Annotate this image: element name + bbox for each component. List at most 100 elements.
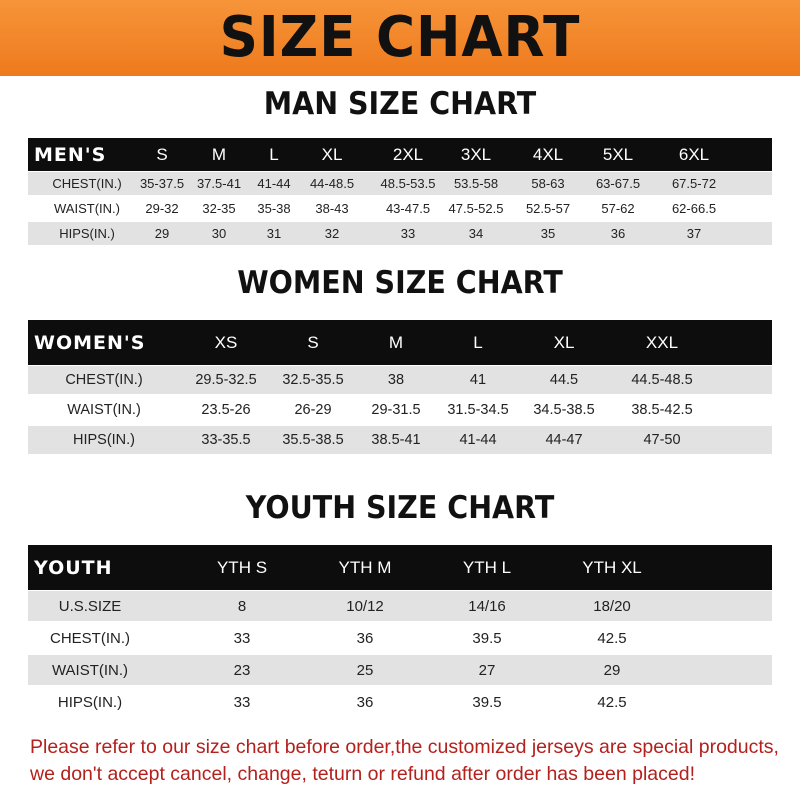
measurement-value: 35	[540, 226, 556, 241]
size-header: 3XL	[460, 144, 492, 164]
size-header: 4XL	[532, 144, 564, 164]
measurement-value: 38.5-41	[371, 432, 421, 448]
table-row: WAIST(IN.) 23.5-26 26-29 29-31.5 31.5-34.5 34…	[28, 396, 772, 424]
measurement-value: 29	[603, 661, 621, 679]
size-header: XS	[214, 332, 238, 352]
order-notice: Please refer to our size chart before or…	[30, 734, 790, 788]
size-header: YTH M	[338, 557, 392, 577]
measurement-value: 34.5-38.5	[533, 402, 595, 418]
measurement-value: 57-62	[601, 201, 635, 216]
measurement-label: WAIST(IN.)	[51, 661, 129, 679]
measurement-value: 33	[233, 629, 251, 647]
measurement-value: 44.5	[549, 372, 579, 388]
table-row: WAIST(IN.) 23 25 27 29	[28, 655, 772, 685]
measurement-value: 8	[237, 597, 247, 615]
measurement-value: 36	[610, 226, 626, 241]
measurement-value: 67.5-72	[671, 176, 717, 191]
measurement-value: 30	[211, 226, 227, 241]
table-row: HIPS(IN.) 33-35.5 35.5-38.5 38.5-41 41-44 44-…	[28, 426, 772, 454]
measurement-value: 23	[233, 661, 251, 679]
size-header: XL	[553, 332, 575, 352]
measurement-label: HIPS(IN.)	[72, 432, 136, 448]
measurement-value: 33-35.5	[201, 432, 251, 448]
measurement-value: 29	[154, 226, 170, 241]
measurement-label: CHEST(IN.)	[52, 176, 122, 191]
measurement-label: CHEST(IN.)	[50, 629, 130, 647]
size-header: M	[388, 332, 404, 352]
measurement-value: 36	[356, 629, 374, 647]
measurement-value: 29-32	[145, 201, 179, 216]
notice-line: we don't accept cancel, change, teturn o…	[30, 763, 695, 785]
measurement-value: 44-48.5	[309, 176, 355, 191]
measurement-value: 41-44	[459, 432, 497, 448]
table-row: HIPS(IN.) 33 36 39.5 42.5	[28, 687, 772, 717]
measurement-value: 14/16	[468, 597, 506, 615]
measurement-value: 44.5-48.5	[631, 372, 693, 388]
page-title: SIZE CHART	[219, 5, 581, 70]
table-row: CHEST(IN.) 29.5-32.5 32.5-35.5 38 41 44.5 44.5…	[28, 366, 772, 394]
measurement-value: 36	[356, 693, 374, 711]
size-header: M	[211, 144, 227, 164]
table-row: HIPS(IN.) 29 30 31 32 33 34 35 36 37	[28, 222, 772, 245]
table-label: WOMEN'S	[34, 331, 146, 354]
size-header: 2XL	[392, 144, 424, 164]
header-row: YOUTH YTH S YTH M YTH L YTH XL	[28, 545, 772, 590]
measurement-value: 37.5-41	[196, 176, 242, 191]
table-row: CHEST(IN.) 33 36 39.5 42.5	[28, 623, 772, 653]
measurement-label: CHEST(IN.)	[65, 372, 143, 388]
measurement-value: 38-43	[315, 201, 349, 216]
measurement-label: U.S.SIZE	[58, 597, 122, 615]
notice-line: Please refer to our size chart before or…	[30, 736, 779, 758]
measurement-value: 29-31.5	[371, 402, 421, 418]
header-row: MEN'S S M L XL 2XL 3XL 4XL 5XL 6XL	[28, 138, 772, 171]
measurement-value: 38.5-42.5	[631, 402, 693, 418]
measurement-value: 42.5	[597, 629, 627, 647]
measurement-value: 33	[233, 693, 251, 711]
measurement-label: WAIST(IN.)	[67, 402, 141, 418]
measurement-value: 35-37.5	[139, 176, 185, 191]
measurement-value: 18/20	[593, 597, 631, 615]
size-header: S	[307, 332, 319, 352]
measurement-value: 33	[400, 226, 416, 241]
youth-heading: YOUTH SIZE CHART	[245, 490, 555, 526]
measurement-value: 10/12	[346, 597, 384, 615]
measurement-value: 58-63	[531, 176, 565, 191]
measurement-value: 41-44	[257, 176, 291, 191]
measurement-value: 35-38	[257, 201, 291, 216]
measurement-value: 44-47	[545, 432, 583, 448]
header-row: WOMEN'S XS S M L XL XXL	[28, 320, 772, 365]
measurement-value: 26-29	[294, 402, 332, 418]
size-header: S	[156, 144, 168, 164]
measurement-value: 43-47.5	[385, 201, 431, 216]
women-heading: WOMEN SIZE CHART	[237, 265, 563, 301]
measurement-value: 48.5-53.5	[380, 176, 436, 191]
measurement-value: 25	[356, 661, 374, 679]
measurement-label: WAIST(IN.)	[54, 201, 120, 216]
size-header: L	[269, 144, 279, 164]
measurement-value: 37	[686, 226, 702, 241]
measurement-value: 47-50	[643, 432, 681, 448]
measurement-value: 35.5-38.5	[282, 432, 344, 448]
measurement-value: 38	[387, 372, 405, 388]
measurement-value: 31	[266, 226, 282, 241]
measurement-value: 29.5-32.5	[195, 372, 257, 388]
size-header: YTH L	[462, 557, 512, 577]
measurement-value: 23.5-26	[201, 402, 251, 418]
measurement-value: 27	[478, 661, 496, 679]
measurement-value: 31.5-34.5	[447, 402, 509, 418]
measurement-value: 34	[468, 226, 484, 241]
title-banner: SIZE CHART	[0, 0, 800, 76]
table-row: U.S.SIZE 8 10/12 14/16 18/20	[28, 591, 772, 621]
size-header: XL	[321, 144, 343, 164]
size-header: L	[473, 332, 483, 352]
measurement-value: 32	[324, 226, 340, 241]
size-header: YTH S	[216, 557, 268, 577]
men-heading: MAN SIZE CHART	[263, 86, 537, 122]
measurement-value: 41	[469, 372, 487, 388]
measurement-value: 53.5-58	[453, 176, 499, 191]
measurement-value: 39.5	[472, 629, 502, 647]
measurement-label: HIPS(IN.)	[57, 693, 123, 711]
measurement-value: 63-67.5	[595, 176, 641, 191]
size-header: YTH XL	[582, 557, 642, 577]
table-row: CHEST(IN.) 35-37.5 37.5-41 41-44 44-48.5 48.5…	[28, 172, 772, 195]
